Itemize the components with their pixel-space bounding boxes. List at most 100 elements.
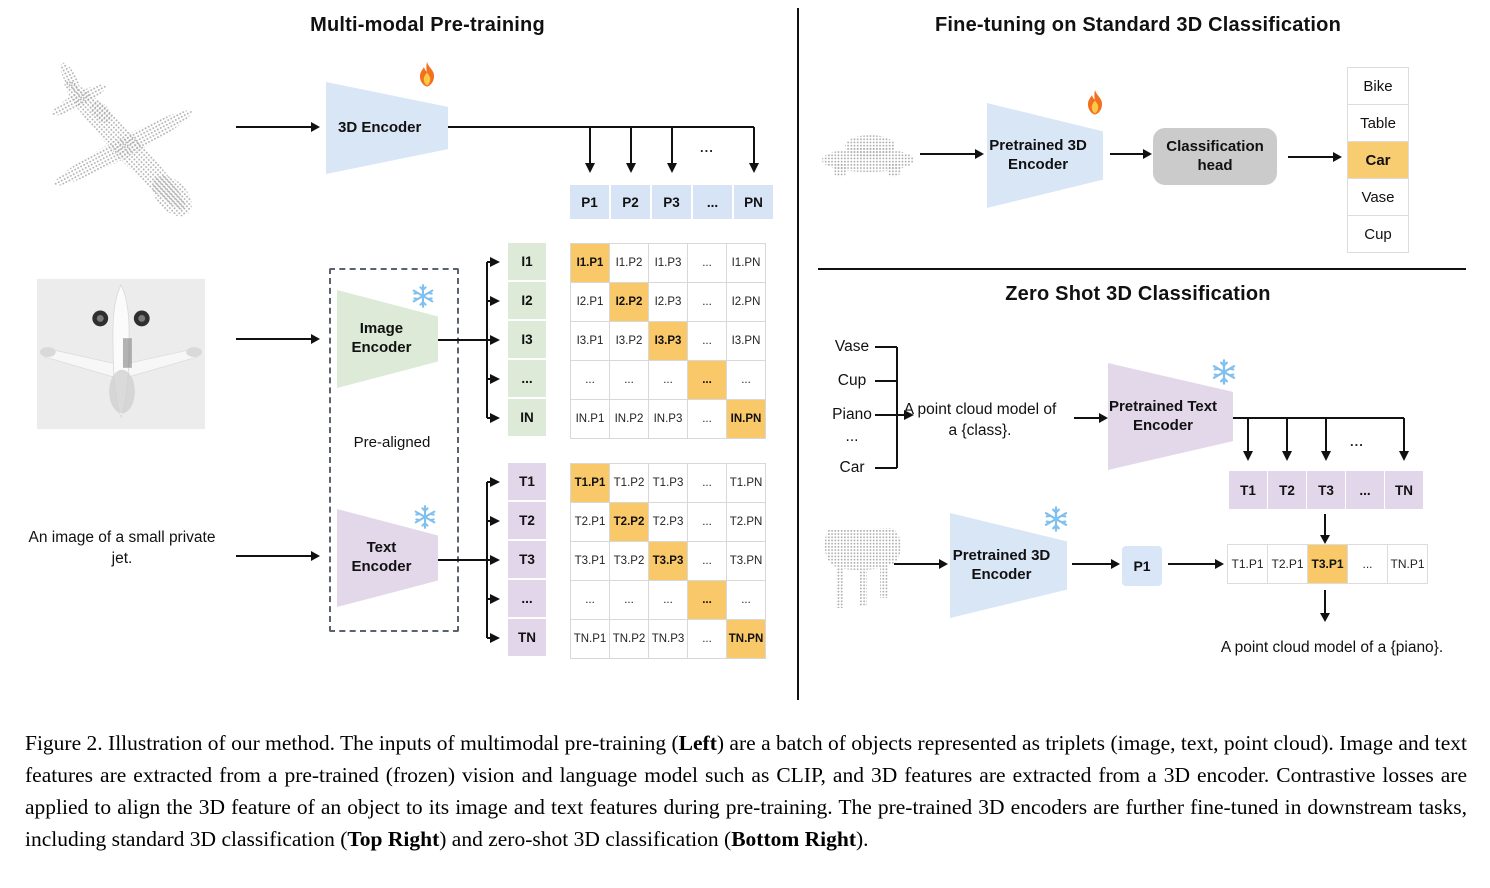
flame-icon: [1087, 89, 1103, 115]
arrow-piano-to-encoder: [894, 559, 948, 569]
matrix-cell: IN.P3: [649, 400, 687, 438]
matrix-cell: I1.PN: [727, 244, 765, 282]
bottom-right-panel-title: Zero Shot 3D Classification: [1005, 283, 1271, 305]
zero-shot-class: Piano: [832, 406, 872, 423]
matrix-cell: T1.P2: [610, 464, 648, 502]
matrix-cell: TN.P2: [610, 620, 648, 658]
matrix-cell: I2.P1: [571, 283, 609, 321]
arrow-text-to-text-encoder: [236, 551, 320, 561]
matrix-cell: ...: [688, 283, 726, 321]
matrix-cell: TN.P3: [649, 620, 687, 658]
matrix-cell: I3.P1: [571, 322, 609, 360]
image-feature-cell: IN: [508, 399, 546, 436]
matrix-cell: ...: [727, 361, 765, 399]
similarity-cell: T1.P1: [1228, 545, 1267, 583]
left-panel-title: Multi-modal Pre-training: [310, 14, 545, 36]
p1-feature-cell: P1: [1122, 546, 1162, 586]
image-feature-column: I1 I2 I3... IN: [508, 243, 546, 436]
matrix-cell: ...: [688, 464, 726, 502]
matrix-cell: T1.PN: [727, 464, 765, 502]
zs-pretrained-3d-encoder-label: Pretrained 3D Encoder: [952, 546, 1051, 583]
arrow-trow-to-simrow: [1320, 514, 1330, 544]
snowflake-icon: [1212, 359, 1236, 385]
figure-caption: Figure 2. Illustration of our method. Th…: [25, 731, 1467, 851]
matrix-cell: I2.P3: [649, 283, 687, 321]
matrix-cell: T1.P3: [649, 464, 687, 502]
matrix-cell: IN.P2: [610, 400, 648, 438]
matrix-cell: I1.P1: [571, 244, 609, 282]
matrix-cell: T2.P2: [610, 503, 648, 541]
matrix-cell: T2.P3: [649, 503, 687, 541]
snowflake-icon: [414, 505, 436, 529]
matrix-cell: I3.PN: [727, 322, 765, 360]
similarity-cell: T2.P1: [1268, 545, 1307, 583]
horizontal-divider: [818, 268, 1466, 270]
similarity-cell: ...: [1348, 545, 1387, 583]
classification-head-label: Classification head: [1166, 137, 1264, 174]
snowflake-icon: [412, 284, 434, 308]
zero-shot-class-list: Vase Cup Piano... Car: [826, 338, 878, 483]
classification-head-block: Classification head: [1153, 128, 1277, 185]
t-feature-cell: T1: [1229, 471, 1267, 509]
matrix-cell: ...: [688, 581, 726, 619]
p-branch-ellipsis: ...: [700, 140, 714, 155]
matrix-cell: ...: [727, 581, 765, 619]
matrix-cell: I3.P3: [649, 322, 687, 360]
class-cell: Car: [1347, 141, 1409, 179]
matrix-cell: ...: [571, 581, 609, 619]
matrix-cell: I1.P2: [610, 244, 648, 282]
text-feature-cell: T1: [508, 463, 546, 500]
matrix-cell: I2.P2: [610, 283, 648, 321]
arrow-encoder-to-p1: [1072, 559, 1120, 569]
arrow-encoder-to-head: [1110, 149, 1152, 159]
text-feature-cell: ...: [508, 580, 546, 617]
matrix-cell: ...: [649, 581, 687, 619]
zero-shot-class: Cup: [837, 372, 867, 389]
class-cell: Vase: [1347, 178, 1409, 216]
image-encoder-label: Image Encoder: [351, 320, 412, 356]
arrow-car-to-encoder: [920, 149, 984, 159]
image-feature-cell: I2: [508, 282, 546, 319]
pre-aligned-label: Pre-aligned: [353, 434, 431, 451]
arrow-prompt-to-text-encoder: [1074, 413, 1108, 423]
p-feature-row: P1 P2 P3... PN: [570, 185, 773, 219]
prompt-line2: a {class}.: [948, 421, 1012, 439]
snowflake-icon: [1044, 506, 1068, 532]
zs-t-feature-row: T1 T2 T3... TN: [1229, 471, 1423, 509]
text-feature-column: T1 T2 T3... TN: [508, 463, 546, 656]
pretrained-text-encoder-label: Pretrained Text Encoder: [1108, 397, 1218, 434]
zero-shot-class: Vase: [834, 338, 870, 355]
image-similarity-matrix: I1.P1 I1.P2 I1.P3... I1.PN I2.P1 I2.P2 I2.P3..…: [570, 243, 766, 439]
matrix-cell: ...: [688, 620, 726, 658]
prompt-text: A point cloud model of a {class}.: [880, 400, 1080, 442]
matrix-cell: ...: [610, 361, 648, 399]
matrix-cell: ...: [688, 361, 726, 399]
image-caption-text: An image of a small private jet.: [28, 529, 216, 567]
pretrained-3d-encoder-block: Pretrained 3D Encoder: [987, 103, 1103, 208]
matrix-cell: T2.P1: [571, 503, 609, 541]
vertical-divider: [797, 8, 799, 700]
matrix-cell: T3.PN: [727, 542, 765, 580]
matrix-cell: TN.PN: [727, 620, 765, 658]
pretrained-3d-encoder-label: Pretrained 3D Encoder: [989, 136, 1087, 173]
matrix-cell: I3.P2: [610, 322, 648, 360]
matrix-cell: I2.PN: [727, 283, 765, 321]
similarity-cell: T3.P1: [1308, 545, 1347, 583]
airplane-point-cloud: [52, 62, 193, 217]
car-point-cloud: [822, 135, 914, 177]
text-similarity-matrix: T1.P1 T1.P2 T1.P3... T1.PN T2.P1 T2.P2 T2.P3..…: [570, 463, 766, 659]
t-branch-connector: [438, 477, 500, 643]
matrix-cell: T3.P1: [571, 542, 609, 580]
zero-shot-class: Car: [839, 459, 865, 476]
arrow-simrow-to-result: [1320, 590, 1330, 622]
matrix-cell: TN.P1: [571, 620, 609, 658]
3d-encoder-block: 3D Encoder: [326, 82, 448, 174]
matrix-cell: ...: [688, 244, 726, 282]
matrix-cell: ...: [649, 361, 687, 399]
piano-point-cloud: [824, 528, 901, 608]
image-feature-cell: I3: [508, 321, 546, 358]
matrix-cell: ...: [688, 322, 726, 360]
matrix-cell: T3.P3: [649, 542, 687, 580]
matrix-cell: ...: [688, 503, 726, 541]
